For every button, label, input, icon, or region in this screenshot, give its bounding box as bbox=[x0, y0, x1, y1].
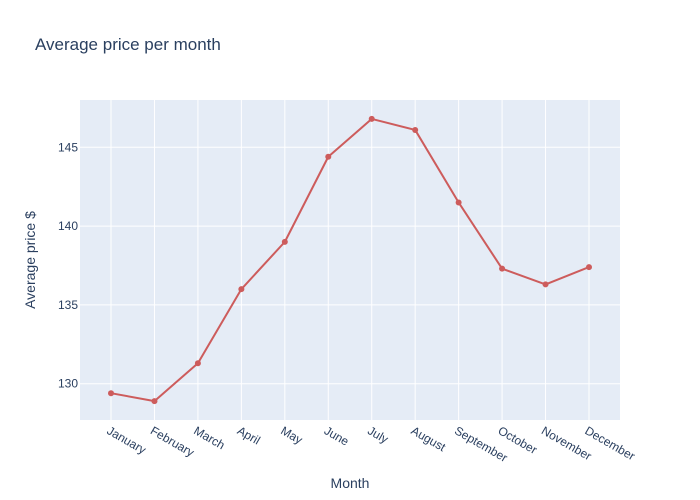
y-tick-label: 135 bbox=[58, 298, 78, 312]
data-point bbox=[238, 286, 245, 293]
y-tick-label: 130 bbox=[58, 377, 78, 391]
plot-area bbox=[80, 100, 620, 420]
y-axis-title: Average price $ bbox=[22, 211, 38, 309]
x-gridlines bbox=[110, 100, 590, 420]
data-point bbox=[194, 360, 201, 367]
data-point bbox=[499, 265, 506, 272]
data-point bbox=[455, 199, 462, 206]
y-gridlines bbox=[80, 146, 620, 385]
data-point bbox=[325, 153, 332, 160]
data-series bbox=[108, 115, 592, 405]
y-tick-labels: 130 135 140 145 bbox=[58, 140, 78, 390]
x-axis-title: Month bbox=[331, 475, 370, 491]
data-point bbox=[586, 264, 592, 271]
y-tick-label: 145 bbox=[58, 140, 78, 154]
data-point bbox=[108, 390, 114, 397]
data-point bbox=[412, 126, 419, 133]
data-point bbox=[151, 398, 158, 405]
data-point bbox=[368, 115, 375, 122]
data-point bbox=[542, 281, 549, 288]
y-tick-label: 140 bbox=[58, 219, 78, 233]
data-point bbox=[281, 238, 288, 245]
chart-title: Average price per month bbox=[35, 35, 221, 54]
series-line bbox=[110, 117, 590, 403]
